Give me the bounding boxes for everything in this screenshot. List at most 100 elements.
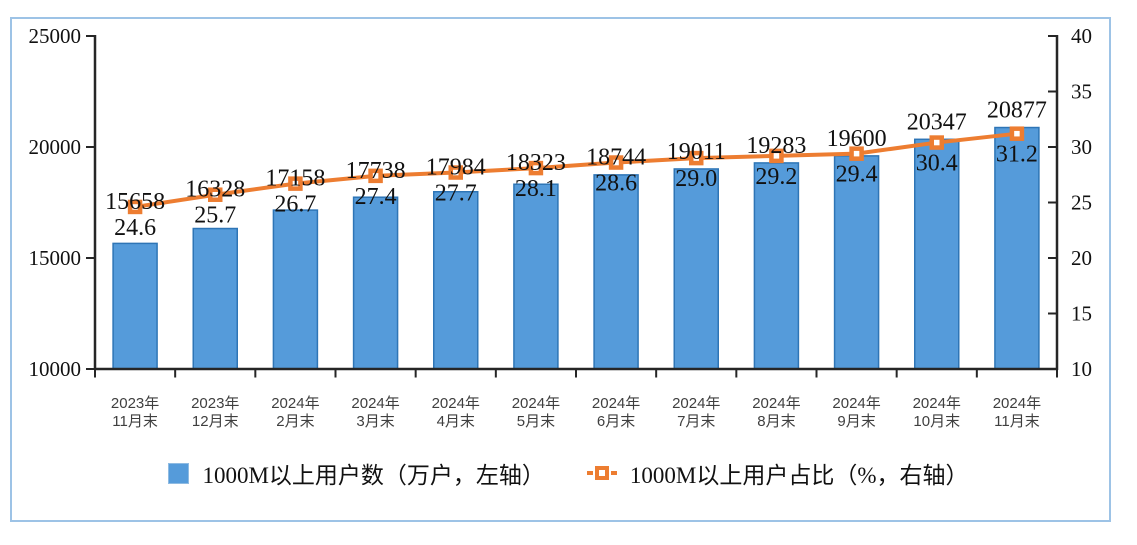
bar-value-label: 19600 (827, 126, 887, 152)
legend-bar-swatch-icon (168, 462, 190, 484)
legend-line-label: 1000M以上用户占比（%，右轴） (629, 463, 969, 488)
line-marker (368, 168, 383, 184)
line-marker (849, 146, 864, 161)
left-axis-tick-label: 15000 (29, 246, 82, 270)
bar (833, 155, 880, 370)
line-marker (528, 160, 544, 176)
x-axis-label-month: 9月末 (837, 413, 875, 430)
pct-value-label: 27.7 (435, 181, 477, 207)
right-axis-tick-label: 15 (1071, 302, 1092, 326)
line-marker (208, 187, 223, 202)
bar-value-label: 16328 (185, 177, 245, 203)
bar (433, 191, 479, 370)
x-axis-label-month: 12月末 (192, 413, 239, 430)
line-marker (769, 148, 784, 164)
bar (673, 168, 719, 370)
x-axis-label-year: 2024年 (993, 395, 1041, 412)
x-axis-label-year: 2024年 (913, 395, 961, 412)
bar (192, 227, 238, 370)
bar-value-label: 19011 (667, 139, 726, 165)
legend-line-dash-left (586, 471, 593, 475)
line-marker (127, 199, 143, 215)
x-axis-label-month: 2月末 (276, 413, 314, 430)
bar (513, 183, 559, 370)
x-axis-label-year: 2024年 (752, 395, 800, 412)
pct-value-label: 29.0 (675, 166, 717, 192)
percentage-line (133, 131, 1019, 209)
x-axis-label-year: 2024年 (672, 395, 720, 412)
x-axis-label-month: 11月末 (112, 413, 158, 430)
bar-value-label: 17158 (265, 166, 325, 192)
legend-item-bars: 1000M以上用户数（万户，左轴） (168, 456, 545, 490)
x-axis-label-month: 4月末 (437, 413, 475, 430)
legend-bar-label: 1000M以上用户数（万户，左轴） (202, 463, 545, 488)
x-axis-label-year: 2024年 (351, 395, 399, 412)
bar-value-label: 18323 (506, 150, 566, 176)
line-group (127, 126, 1025, 215)
bar-value-label: 15658 (105, 189, 165, 215)
left-axis-tick-label: 25000 (29, 24, 82, 48)
x-axis-label-month: 5月末 (517, 413, 555, 430)
pct-value-label: 28.6 (595, 171, 637, 197)
x-axis-label-year: 2023年 (191, 395, 239, 412)
legend-line-dash-right (610, 471, 617, 475)
right-axis-tick-label: 10 (1071, 357, 1092, 381)
bar-value-label: 20877 (987, 98, 1047, 124)
right-axis-tick-label: 20 (1071, 246, 1092, 270)
pct-value-label: 29.4 (836, 162, 878, 188)
pct-value-label: 30.4 (916, 151, 958, 177)
bar (753, 162, 800, 370)
bar (272, 209, 319, 370)
line-marker (288, 176, 303, 191)
line-marker (1009, 126, 1025, 141)
bar-value-label: 17984 (426, 155, 486, 181)
x-axis-label-month: 10月末 (913, 413, 960, 430)
pct-value-label: 29.2 (755, 164, 797, 190)
line-marker (608, 155, 624, 170)
x-axis-label-month: 7月末 (677, 413, 715, 430)
bar-value-label: 19283 (746, 133, 806, 159)
line-marker (448, 165, 463, 180)
legend-item-line: 1000M以上用户占比（%，右轴） (586, 456, 969, 490)
line-marker (689, 150, 704, 166)
right-axis-tick-label: 25 (1071, 191, 1092, 215)
x-axis-label-year: 2024年 (592, 395, 640, 412)
right-axis-tick-label: 30 (1071, 135, 1092, 159)
bars-group (112, 126, 1040, 370)
legend: 1000M以上用户数（万户，左轴） 1000M以上用户占比（%，右轴） (0, 456, 1137, 490)
bar-value-label: 20347 (907, 109, 967, 135)
pct-value-label: 26.7 (274, 192, 316, 218)
axes-group: 25000 20000 15000 10000 40 35 30 25 20 15 10 (29, 24, 1093, 381)
x-axis-label-year: 2023年 (111, 395, 159, 412)
bar-value-label: 17738 (346, 158, 406, 184)
pct-value-label: 27.4 (355, 184, 397, 210)
right-axis-tick-label: 35 (1071, 80, 1092, 104)
pct-value-label: 28.1 (515, 176, 557, 202)
x-axis-label-month: 3月末 (356, 413, 394, 430)
right-axis-tick-label: 40 (1071, 24, 1092, 48)
bar (593, 174, 639, 370)
bar (352, 196, 399, 370)
x-axis-label-year: 2024年 (432, 395, 480, 412)
bar-value-label: 18744 (586, 145, 646, 171)
x-axis-label-year: 2024年 (271, 395, 319, 412)
pct-value-label: 24.6 (114, 215, 156, 241)
legend-line-square (594, 466, 609, 480)
bar (914, 138, 960, 370)
x-axis-label-year: 2024年 (832, 395, 880, 412)
left-axis-tick-label: 10000 (29, 357, 82, 381)
bar (112, 242, 158, 370)
line-marker (929, 135, 944, 150)
left-axis-tick-label: 20000 (29, 135, 82, 159)
x-axis-label-year: 2024年 (512, 395, 560, 412)
legend-line-marker-icon (586, 466, 617, 480)
pct-value-label: 31.2 (996, 142, 1038, 168)
x-axis-label-month: 6月末 (597, 413, 635, 430)
x-axis-label-month: 11月末 (994, 413, 1040, 430)
pct-value-label: 25.7 (194, 203, 236, 229)
x-axis-label-month: 8月末 (757, 413, 795, 430)
x-labels-group: 2023年11月末2023年12月末2024年2月末2024年3月末2024年4… (111, 395, 1041, 430)
